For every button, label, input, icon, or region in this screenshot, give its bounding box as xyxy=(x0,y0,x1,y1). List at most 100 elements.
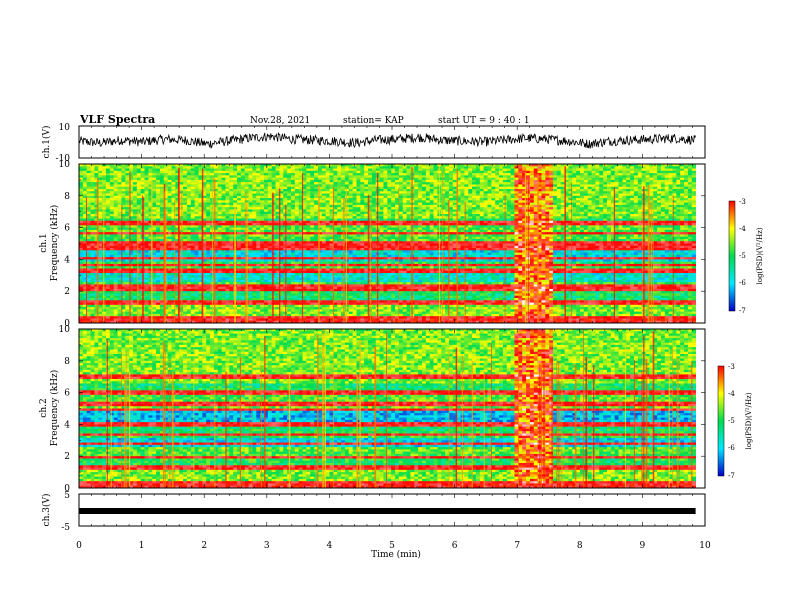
spectrogram-cell xyxy=(591,202,596,206)
spectrogram-cell xyxy=(294,198,300,201)
spectrogram-cell xyxy=(499,175,504,179)
spectrogram-cell xyxy=(591,168,596,172)
spectrogram-cell xyxy=(433,207,438,210)
spectrogram-cell xyxy=(599,198,604,201)
spectrogram-cell xyxy=(533,225,538,228)
spectrogram-cell xyxy=(395,227,400,231)
spectrogram-cell xyxy=(94,168,99,172)
spectrogram-cell xyxy=(657,179,662,183)
spectrogram-cell xyxy=(109,188,115,192)
spectrogram-cell xyxy=(464,179,469,183)
spectrogram-cell xyxy=(379,204,384,208)
spectrogram-cell xyxy=(233,204,238,208)
spectrogram-cell xyxy=(626,164,631,167)
spectrogram-cell xyxy=(487,229,492,233)
spectrogram-cell xyxy=(86,202,91,206)
spectrogram-cell xyxy=(645,227,650,231)
spectrogram-cell xyxy=(429,200,434,204)
spectrogram-cell xyxy=(672,202,677,206)
spectrogram-cell xyxy=(283,170,288,174)
spectrogram-cell xyxy=(402,202,407,206)
spectrogram-cell xyxy=(445,229,450,233)
spectrogram-cell xyxy=(298,223,303,226)
spectrogram-cell xyxy=(194,166,199,169)
spectrogram-cell xyxy=(198,218,203,222)
spectrogram-cell xyxy=(406,168,411,172)
spectrogram-cell xyxy=(283,182,288,185)
spectrogram-cell xyxy=(479,223,485,226)
spectrogram-cell xyxy=(479,191,485,194)
spectrogram-cell xyxy=(371,204,377,208)
spectrogram-cell xyxy=(433,225,438,228)
spectrogram-cell xyxy=(429,209,434,213)
spectrogram-cell xyxy=(529,218,535,222)
spectrogram-cell xyxy=(113,209,118,213)
spectrogram-cell xyxy=(202,216,207,219)
spectrogram-cell xyxy=(117,184,122,188)
spectrogram-cell xyxy=(152,218,157,222)
spectrogram-cell xyxy=(252,193,257,197)
spectrogram-cell xyxy=(321,175,327,179)
spectrogram-cell xyxy=(244,184,249,188)
spectrogram-cell xyxy=(687,218,693,222)
spectrogram-cell xyxy=(371,232,377,235)
spectrogram-cell xyxy=(591,213,596,217)
spectrogram-cell xyxy=(660,207,666,210)
spectrogram-cell xyxy=(599,200,604,204)
spectrogram-cell xyxy=(684,177,689,181)
spectrogram-cell xyxy=(364,168,369,172)
spectrogram-cell xyxy=(267,164,273,167)
spectrogram-cell xyxy=(537,164,542,167)
spectrogram-cell xyxy=(653,164,658,167)
spectrogram-cell xyxy=(167,170,172,174)
spectrogram-cell xyxy=(668,202,673,206)
spectrogram-cell xyxy=(610,175,616,179)
spectrogram-cell xyxy=(90,218,95,222)
spectrogram-cell xyxy=(260,227,265,231)
spectrogram-cell xyxy=(549,191,554,194)
spectrogram-cell xyxy=(460,175,465,179)
spectrogram-cell xyxy=(79,182,84,185)
spectrogram-cell xyxy=(495,200,500,204)
spectrogram-cell xyxy=(560,193,565,197)
spectrogram-cell xyxy=(622,182,627,185)
spectrogram-cell xyxy=(206,209,211,213)
spectrogram-cell xyxy=(98,225,103,228)
spectrogram-cell xyxy=(622,207,627,210)
spectrogram-cell xyxy=(533,177,538,181)
spectrogram-cell xyxy=(240,232,246,235)
spectrogram-cell xyxy=(252,213,257,217)
spectrogram-cell xyxy=(221,204,226,208)
spectrogram-cell xyxy=(668,223,673,226)
spectrogram-cell xyxy=(105,213,111,217)
spectrogram-cell xyxy=(341,166,346,169)
spectrogram-cell xyxy=(287,191,292,194)
spectrogram-cell xyxy=(129,166,134,169)
spectrogram-cell xyxy=(452,229,458,233)
spectrogram-cell xyxy=(460,188,465,192)
spectrogram-cell xyxy=(395,232,400,235)
spectrogram-cell xyxy=(660,218,666,222)
spectrogram-cell xyxy=(225,166,230,169)
spectrogram-cell xyxy=(499,202,504,206)
spectrogram-cell xyxy=(649,186,654,190)
spectrogram-cell xyxy=(321,204,327,208)
spectrogram-cell xyxy=(310,175,315,179)
spectrogram-cell xyxy=(421,182,427,185)
spectrogram-cell xyxy=(263,218,269,222)
spectrogram-cell xyxy=(113,227,118,231)
spectrogram-cell xyxy=(672,227,677,231)
spectrogram-cell xyxy=(664,225,670,228)
spectrogram-cell xyxy=(341,202,346,206)
spectrogram-cell xyxy=(564,191,569,194)
spectrogram-cell xyxy=(333,225,338,228)
spectrogram-cell xyxy=(221,202,226,206)
spectrogram-cell xyxy=(468,186,473,190)
spectrogram-cell xyxy=(240,229,246,233)
spectrogram-cell xyxy=(252,173,257,176)
spectrogram-cell xyxy=(533,218,538,222)
spectrogram-cell xyxy=(317,209,323,213)
spectrogram-cell xyxy=(256,177,261,181)
spectrogram-cell xyxy=(452,211,458,215)
spectrogram-cell xyxy=(140,188,145,192)
